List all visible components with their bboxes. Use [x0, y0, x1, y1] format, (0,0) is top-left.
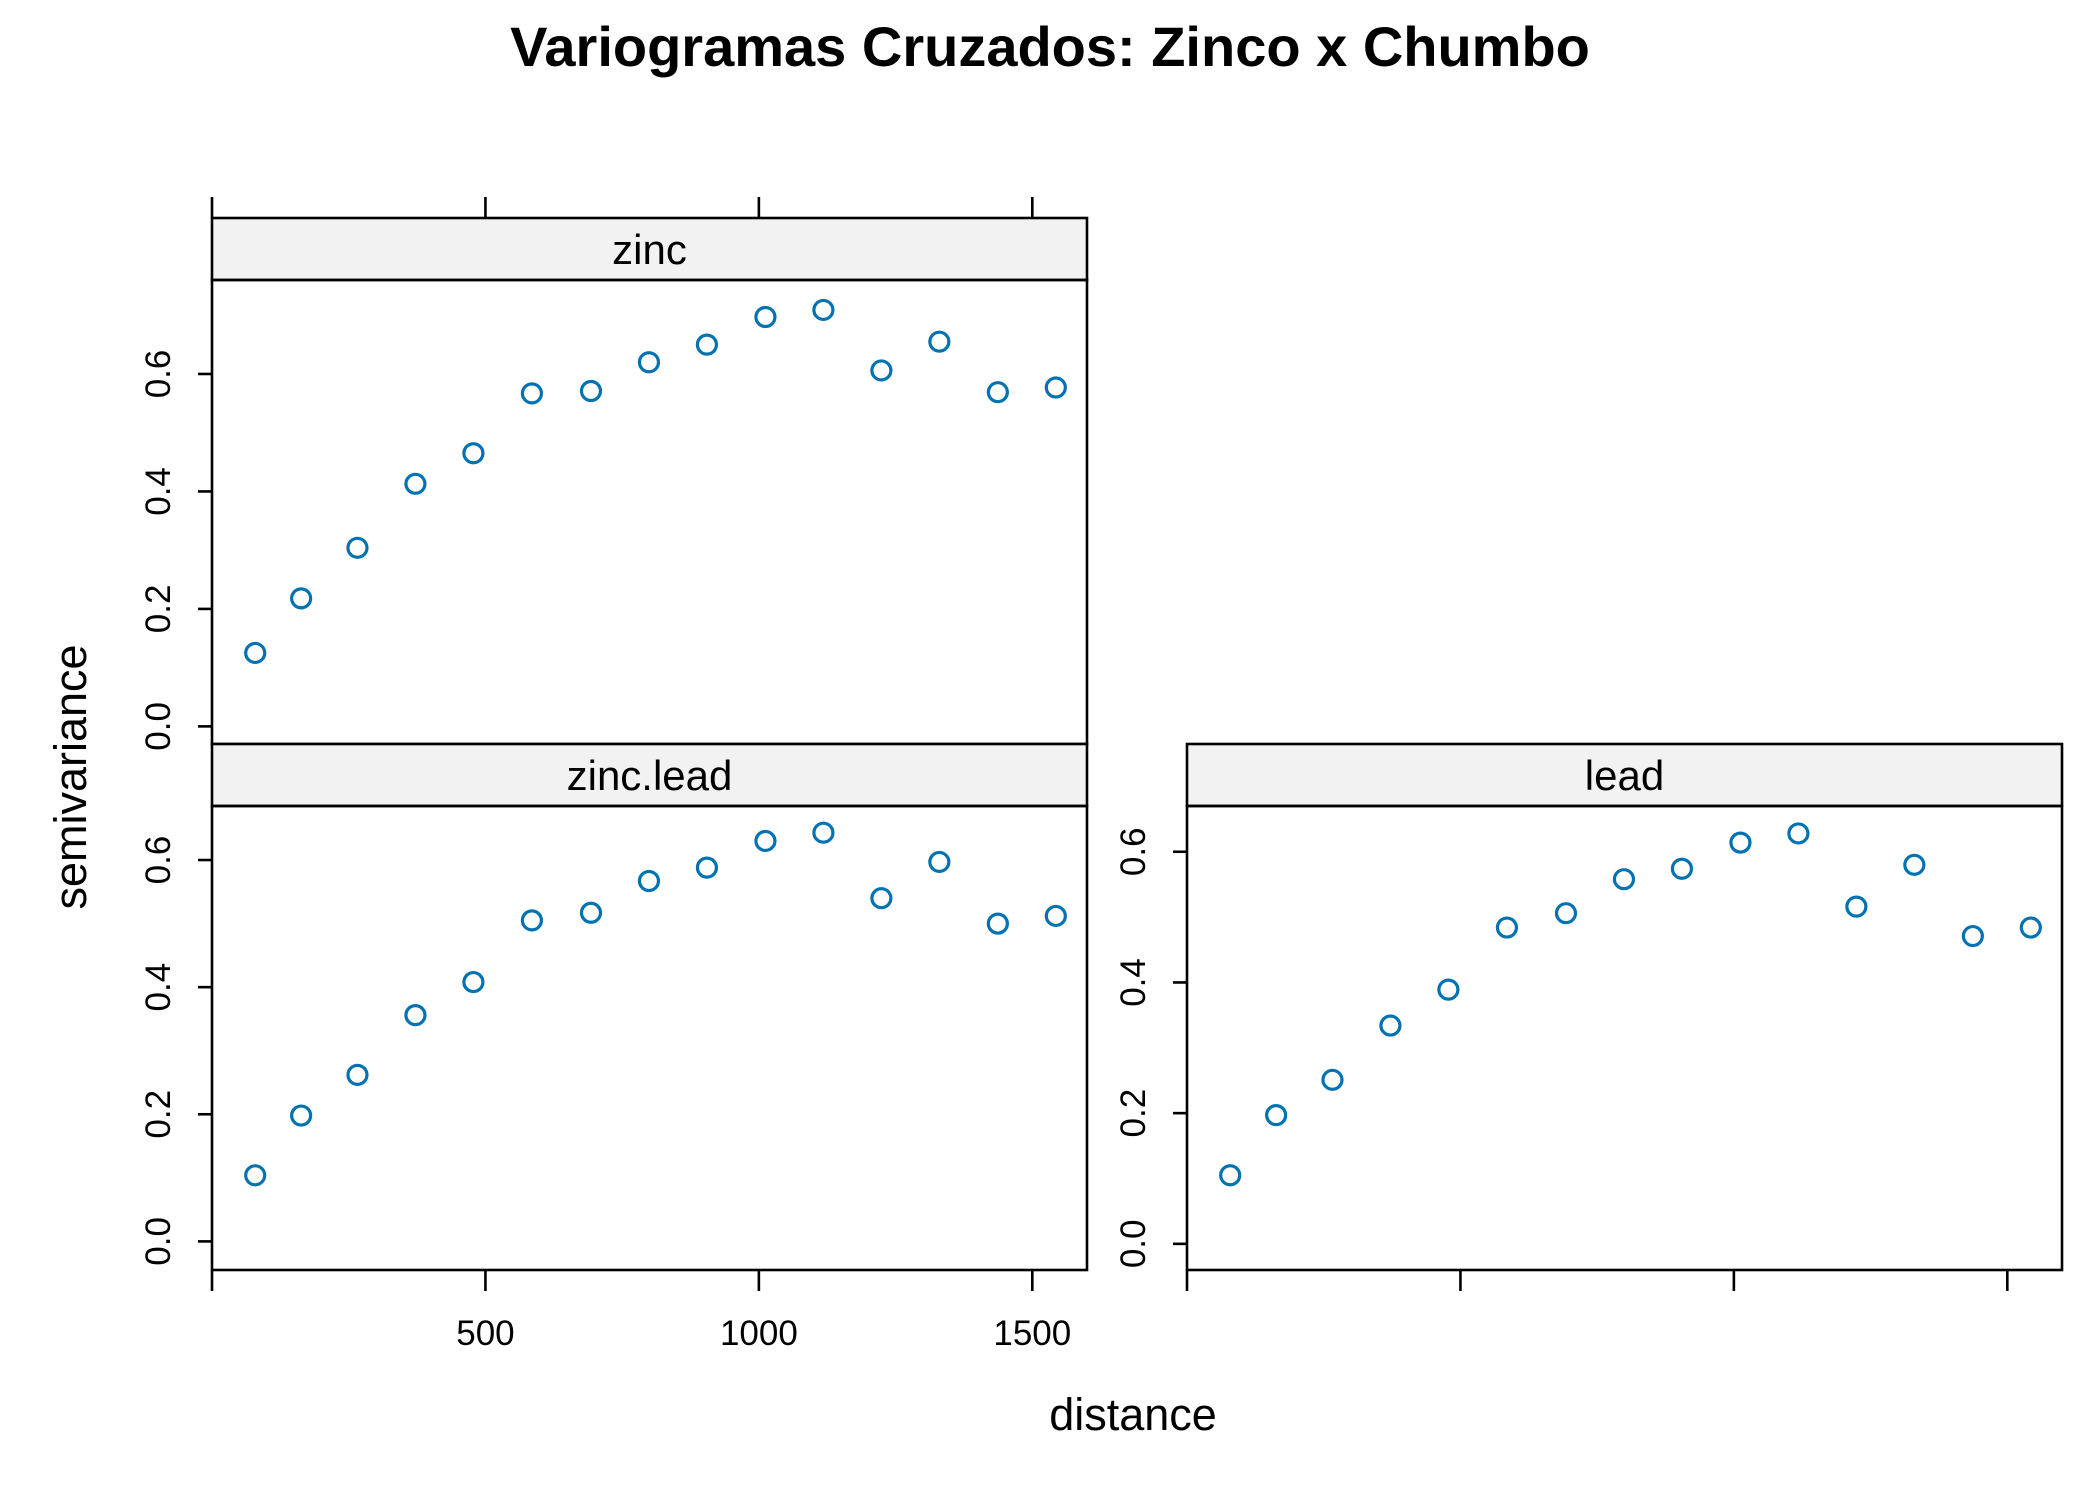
x-tick-label: 500 [456, 1314, 514, 1353]
data-point [346, 536, 369, 559]
data-point [1554, 902, 1578, 925]
data-point [986, 381, 1009, 404]
data-point [1670, 857, 1694, 880]
data-point [870, 359, 893, 382]
x-tick-label: 1000 [720, 1314, 798, 1353]
data-point [1044, 904, 1067, 928]
data-point [1612, 868, 1636, 891]
data-point [754, 829, 777, 853]
y-axis-label: semivariance [45, 644, 96, 909]
data-point [290, 1104, 313, 1127]
data-point [244, 1164, 267, 1187]
data-point [404, 472, 427, 495]
y-tick-label: 0.0 [139, 1217, 178, 1266]
panel-strip-label: lead [1585, 752, 1664, 799]
data-point [695, 333, 719, 356]
data-point [986, 912, 1009, 935]
x-axis-label: distance [1049, 1389, 1217, 1440]
chart-title: Variogramas Cruzados: Zinco x Chumbo [510, 15, 1590, 78]
panel-strip-label: zinc [612, 226, 687, 273]
data-point [2019, 916, 2042, 939]
data-point [812, 821, 835, 844]
y-tick-label: 0.6 [139, 836, 178, 885]
data-point [462, 970, 485, 994]
data-point [462, 442, 485, 465]
y-tick-label: 0.0 [139, 702, 178, 751]
y-tick-label: 0.4 [139, 467, 178, 516]
data-point [1321, 1068, 1344, 1091]
data-point [812, 298, 835, 322]
data-point [1903, 853, 1926, 876]
data-point [579, 379, 603, 403]
data-point [244, 641, 267, 665]
y-tick-label: 0.0 [1114, 1220, 1153, 1269]
panels-group: zinc0.00.20.40.6zinc.lead0.00.20.40.6lea… [139, 197, 2064, 1353]
panel-lead: lead 0.0 0.2 0.4 0.6 [1114, 742, 2064, 1272]
data-point [1495, 916, 1519, 939]
x-tick-label: 1500 [993, 1314, 1071, 1353]
data-point [579, 901, 603, 924]
data-point [1044, 376, 1067, 399]
data-point [870, 887, 893, 910]
panel-zinc: zinc 0.0 0.2 0.4 0.6 [139, 216, 1089, 751]
panel-strip [1185, 742, 2064, 808]
data-point [520, 382, 544, 405]
data-point [520, 909, 544, 932]
y-tick-label: 0.4 [139, 963, 178, 1012]
data-point [346, 1063, 369, 1086]
data-point [1845, 895, 1868, 918]
y-tick-label: 0.6 [1114, 827, 1153, 876]
data-point [928, 330, 951, 353]
data-point [637, 351, 661, 374]
data-point [1265, 1104, 1288, 1127]
data-point [1787, 822, 1810, 845]
panel-frame [210, 804, 1089, 1272]
data-point [1437, 978, 1460, 1001]
data-point [1961, 924, 1984, 948]
panel-frame [1185, 804, 2064, 1272]
data-point [754, 305, 777, 329]
y-tick-label: 0.2 [139, 1090, 178, 1139]
data-point [404, 1004, 427, 1027]
y-tick-label: 0.2 [139, 585, 178, 634]
panel-frame [210, 278, 1089, 746]
data-point [1219, 1164, 1242, 1187]
y-tick-label: 0.6 [139, 350, 178, 399]
panel-strip [210, 216, 1089, 282]
data-point [637, 869, 661, 893]
panel-strip-label: zinc.lead [567, 752, 733, 799]
data-point [1379, 1014, 1402, 1037]
data-point [695, 856, 719, 879]
data-point [1729, 831, 1752, 854]
y-tick-label: 0.4 [1114, 958, 1153, 1007]
panel-zinc-lead: zinc.lead 0.0 0.2 0.4 0.6 [139, 742, 1089, 1272]
data-point [290, 587, 313, 610]
data-point [928, 850, 951, 874]
y-tick-label: 0.2 [1114, 1089, 1153, 1138]
